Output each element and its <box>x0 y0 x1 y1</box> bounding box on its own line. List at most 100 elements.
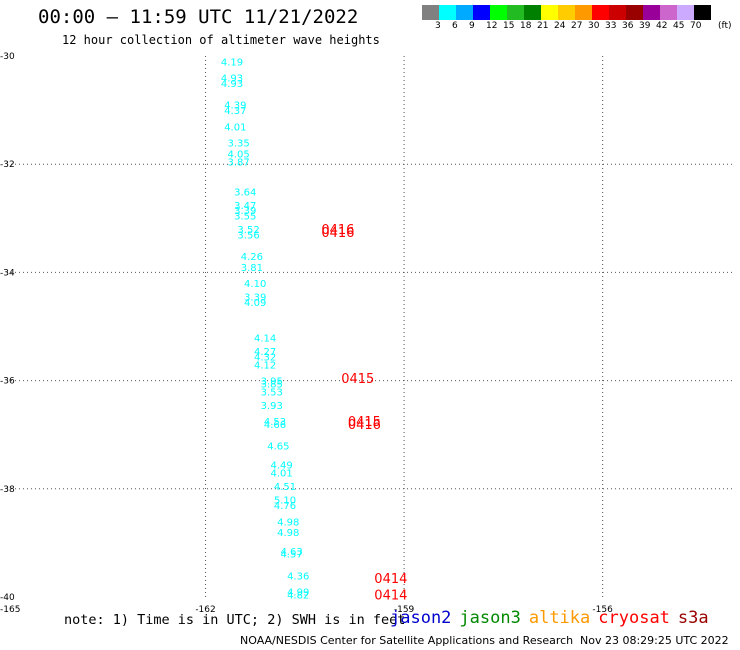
colorbar-tick-label: 6 <box>452 21 458 31</box>
colorbar-tick-label: 39 <box>639 21 651 31</box>
chart-title: 00:00 – 11:59 UTC 11/21/2022 <box>38 6 359 28</box>
wave-height-label: 4.93 <box>221 79 243 90</box>
colorbar-swatch <box>439 5 456 20</box>
colorbar-tick-label: 15 <box>503 21 515 31</box>
wave-height-label: 4.63 <box>280 547 302 558</box>
colorbar-swatch <box>558 5 575 20</box>
pass-time-label: 0416 <box>321 226 354 241</box>
colorbar-tick-label: 21 <box>537 21 549 31</box>
footer-note: note: 1) Time is in UTC; 2) SWH is in fe… <box>64 612 406 628</box>
wave-height-label: 4.51 <box>274 482 296 493</box>
satellite-legend-item: jason3 <box>459 608 521 628</box>
pass-time-label: 0416 <box>348 418 381 433</box>
colorbar-tick-label: 27 <box>571 21 583 31</box>
colorbar-swatch <box>524 5 541 20</box>
x-tick-label: -156 <box>592 605 613 615</box>
satellite-legend-item: altika <box>528 608 591 628</box>
colorbar-swatch <box>592 5 609 20</box>
y-tick-label: -32 <box>0 160 15 170</box>
colorbar-swatch <box>490 5 507 20</box>
wave-height-label: 4.36 <box>287 571 309 582</box>
satellite-legend: jason2 jason3 altika cryosat s3a <box>390 608 717 628</box>
x-tick-label: -159 <box>394 605 415 615</box>
wave-height-label: 3.39 <box>244 293 266 304</box>
wave-height-label: 3.39 <box>234 206 256 217</box>
wave-height-label: 4.39 <box>224 101 246 112</box>
pass-time-label: 0414 <box>374 588 407 603</box>
y-tick-label: -40 <box>0 593 15 603</box>
wave-height-label: 4.14 <box>254 333 276 344</box>
wave-height-label: 3.53 <box>261 387 283 398</box>
colorbar-swatch <box>473 5 490 20</box>
wave-height-label: 3.81 <box>241 263 263 274</box>
wave-height-label: 4.19 <box>221 57 243 68</box>
x-tick-label: -162 <box>195 605 215 615</box>
wave-height-label: 4.10 <box>244 279 266 290</box>
colorbar-swatch <box>677 5 694 20</box>
wave-height-label: 3.56 <box>237 231 259 242</box>
colorbar-swatch <box>575 5 592 20</box>
wave-height-label: 4.76 <box>274 501 296 512</box>
credit-text: NOAA/NESDIS Center for Satellite Applica… <box>240 634 574 647</box>
wave-height-label: 3.35 <box>228 139 250 150</box>
wave-height-label: 4.53 <box>264 417 286 428</box>
colorbar-swatch <box>541 5 558 20</box>
wave-height-label: 5.10 <box>274 496 296 507</box>
wave-height-label: 3.85 <box>261 379 283 390</box>
wave-height-label: 4.37 <box>224 106 246 117</box>
x-tick-label: -165 <box>0 605 20 615</box>
colorbar-unit: (ft) <box>718 21 732 31</box>
colorbar-tick-label: 12 <box>486 21 498 31</box>
y-tick-label: -36 <box>0 377 15 387</box>
wave-height-label: 4.98 <box>277 517 299 528</box>
colorbar-swatch <box>422 5 439 20</box>
wave-height-label: 4.82 <box>287 590 309 601</box>
colorbar-tick-label: 42 <box>656 21 668 31</box>
wave-height-label: 4.57 <box>280 550 302 561</box>
wave-height-label: 4.26 <box>241 252 263 263</box>
wave-height-label: 4.05 <box>228 149 250 160</box>
colorbar-tick-label: 3 <box>435 21 441 31</box>
chart-subtitle: 12 hour collection of altimeter wave hei… <box>62 33 380 47</box>
wave-height-label: 3.55 <box>234 212 256 223</box>
wave-height-label: 4.01 <box>271 469 293 480</box>
satellite-legend-item: cryosat <box>598 608 670 628</box>
wave-height-label: 4.01 <box>224 122 246 133</box>
wave-height-label: 3.47 <box>234 201 256 212</box>
pass-time-label: 0415 <box>341 372 374 387</box>
colorbar-tick-label: 33 <box>605 21 617 31</box>
wave-height-label: 4.99 <box>287 588 309 599</box>
wave-height-label: 3.64 <box>234 187 256 198</box>
colorbar-tick-label: 9 <box>469 21 475 31</box>
satellite-legend-item: s3a <box>677 608 709 628</box>
wave-height-label: 3.87 <box>228 157 250 168</box>
wave-height-label: 4.32 <box>254 352 276 363</box>
colorbar-swatch <box>609 5 626 20</box>
wave-height-label: 4.49 <box>271 460 293 471</box>
colorbar-swatch <box>660 5 677 20</box>
wave-height-label: 3.95 <box>261 377 283 388</box>
timestamp-text: Nov 23 08:29:25 UTC 2022 <box>580 634 729 647</box>
pass-time-label: 0415 <box>348 415 381 430</box>
y-tick-label: -38 <box>0 485 15 495</box>
wave-height-label: 4.65 <box>267 442 289 453</box>
wave-height-label: 4.27 <box>254 347 276 358</box>
colorbar-swatch <box>694 5 711 20</box>
colorbar-swatch <box>456 5 473 20</box>
colorbar <box>422 5 711 20</box>
wave-height-label: 4.98 <box>277 528 299 539</box>
wave-height-label: 4.09 <box>244 298 266 309</box>
colorbar-tick-label: 24 <box>554 21 566 31</box>
colorbar-swatch <box>507 5 524 20</box>
colorbar-tick-label: 45 <box>673 21 685 31</box>
y-tick-label: -34 <box>0 268 15 278</box>
pass-time-label: 0416 <box>321 223 354 238</box>
colorbar-tick-label: 30 <box>588 21 600 31</box>
pass-time-label: 0414 <box>374 572 407 587</box>
y-tick-label: -30 <box>0 52 15 62</box>
colorbar-swatch <box>643 5 660 20</box>
wave-height-label: 3.52 <box>237 225 259 236</box>
colorbar-tick-label: 70 <box>690 21 702 31</box>
colorbar-swatch <box>626 5 643 20</box>
